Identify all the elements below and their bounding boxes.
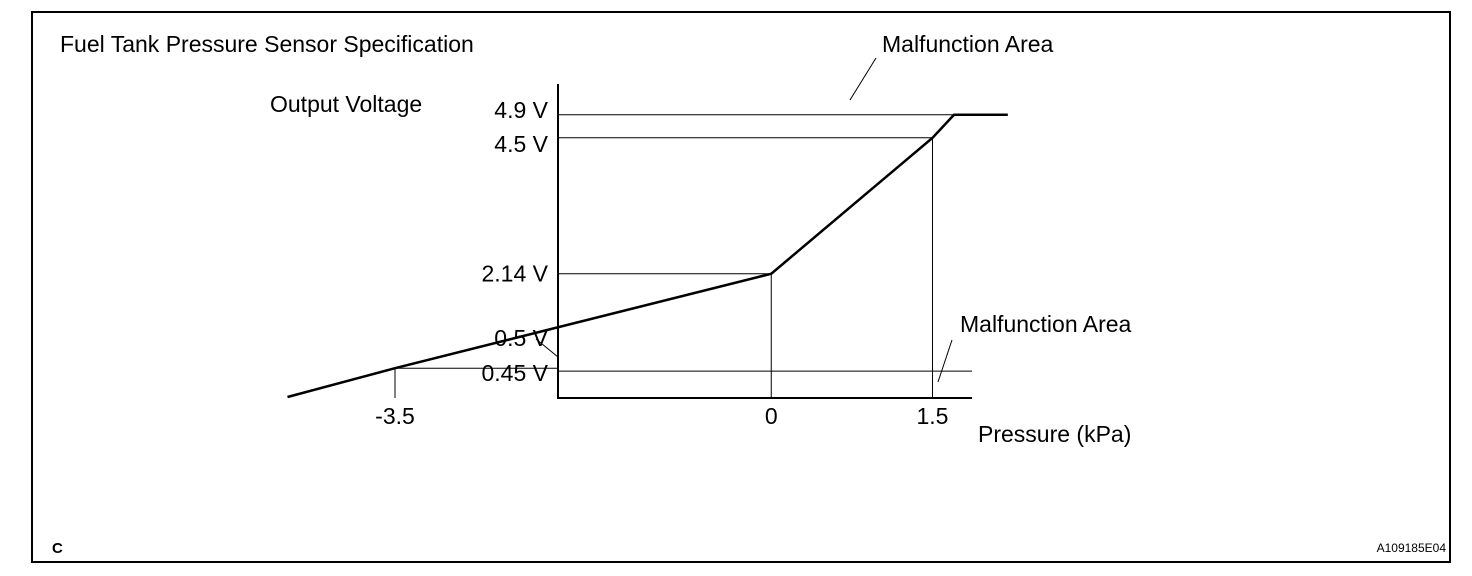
upper-malfunction-leader: [849, 57, 877, 101]
figure-corner-label: C: [52, 540, 63, 557]
y-axis-label: Output Voltage: [270, 91, 422, 117]
lower-malfunction-leader: [937, 339, 953, 383]
x-tick-labels: -3.5 0 1.5: [375, 403, 948, 429]
series-line-1: [287, 113, 1008, 399]
y-tick-label-4-9v: 4.9 V: [494, 97, 548, 123]
y-tick-leader-0-5v: [535, 338, 559, 358]
x-tick-label-0: 0: [765, 403, 778, 429]
x-tick-label--3-5: -3.5: [375, 403, 415, 429]
figure-code: A109185E04: [1377, 541, 1447, 555]
series-layer: [287, 113, 1008, 399]
y-tick-label-0-5v: 0.5 V: [494, 325, 548, 351]
x-axis-label: Pressure (kPa): [978, 421, 1131, 447]
gridlines: [394, 114, 972, 398]
figure-frame: [31, 11, 1451, 563]
y-tick-label-4-5v: 4.5 V: [494, 131, 548, 157]
y-tick-label-2-14v: 2.14 V: [482, 261, 549, 287]
y-tick-labels: 4.9 V 4.5 V 2.14 V 0.5 V 0.45 V: [482, 97, 559, 386]
annotations: Malfunction Area Malfunction Area: [849, 31, 1132, 383]
upper-malfunction-label: Malfunction Area: [882, 31, 1054, 57]
axes: [557, 84, 972, 399]
x-tick-label-1-5: 1.5: [917, 403, 949, 429]
y-tick-label-0-45v: 0.45 V: [482, 360, 549, 386]
chart-title: Fuel Tank Pressure Sensor Specification: [60, 31, 474, 57]
lower-malfunction-label: Malfunction Area: [960, 311, 1132, 337]
